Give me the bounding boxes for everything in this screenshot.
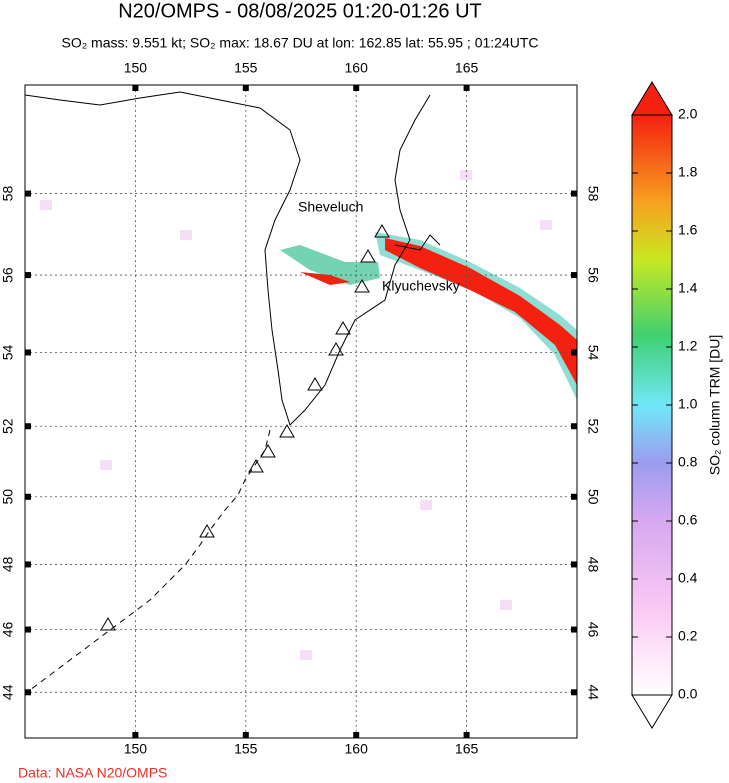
coastline-cape xyxy=(394,234,441,251)
map-frame xyxy=(24,84,578,739)
x-tick-label: 165 xyxy=(455,60,479,76)
y-tick-label: 44 xyxy=(0,684,16,700)
colorbar-tick-label: 1.6 xyxy=(678,222,698,238)
colorbar-tick-label: 1.4 xyxy=(678,280,698,296)
y-tick-label: 58 xyxy=(0,186,16,202)
y-tick-label: 44 xyxy=(585,685,601,701)
x-tick-label: 150 xyxy=(124,741,148,757)
y-tick-label: 46 xyxy=(0,622,16,638)
y-tick-label: 48 xyxy=(585,557,601,573)
y-tick-label: 56 xyxy=(0,267,16,283)
colorbar-tick-label: 2.0 xyxy=(678,106,698,122)
title: N20/OMPS - 08/08/2025 01:20-01:26 UT xyxy=(118,0,482,22)
x-tick-label: 160 xyxy=(345,60,369,76)
plume-west-core xyxy=(300,272,350,285)
y-tick-label: 58 xyxy=(585,186,601,202)
colorbar-tick-label: 0.0 xyxy=(678,686,698,702)
x-tick-label: 150 xyxy=(124,60,148,76)
y-tick-label: 52 xyxy=(585,418,601,434)
volcanoes xyxy=(100,224,390,631)
colorbar-tick-label: 0.2 xyxy=(678,628,698,644)
colorbar-label: SO₂ column TRM [DU] xyxy=(707,335,723,476)
x-tick-label: 165 xyxy=(455,741,479,757)
credit: Data: NASA N20/OMPS xyxy=(18,765,167,781)
coastline xyxy=(25,91,431,426)
plume-core xyxy=(385,238,577,385)
y-tick-label: 52 xyxy=(0,418,16,434)
volcano-label: Klyuchevsky xyxy=(382,278,460,294)
colorbar-extend-high xyxy=(631,81,673,116)
colorbar-extend-low xyxy=(631,694,673,729)
subtitle: SO₂ mass: 9.551 kt; SO₂ max: 18.67 DU at… xyxy=(62,35,539,51)
x-tick-label: 155 xyxy=(234,60,258,76)
colorbar-tick-label: 0.8 xyxy=(678,454,698,470)
y-tick-label: 50 xyxy=(585,489,601,505)
x-tick-label: 155 xyxy=(234,741,258,757)
colorbar-tick-label: 0.4 xyxy=(678,570,698,586)
colorbar-tick-label: 1.2 xyxy=(678,338,698,354)
volcano-label: Sheveluch xyxy=(298,199,363,215)
y-tick-label: 56 xyxy=(585,267,601,283)
y-tick-label: 54 xyxy=(585,345,601,361)
y-tick-label: 48 xyxy=(0,556,16,572)
background-noise xyxy=(40,170,552,660)
y-tick-label: 54 xyxy=(0,344,16,360)
x-tick-label: 160 xyxy=(345,741,369,757)
colorbar-tick-label: 1.8 xyxy=(678,164,698,180)
y-tick-label: 50 xyxy=(0,489,16,505)
colorbar-tick-label: 0.6 xyxy=(678,512,698,528)
map-background xyxy=(25,85,577,738)
y-tick-label: 46 xyxy=(585,622,601,638)
colorbar-tick-label: 1.0 xyxy=(678,396,698,412)
map: Sheveluch Klyuchevsky xyxy=(25,85,577,738)
